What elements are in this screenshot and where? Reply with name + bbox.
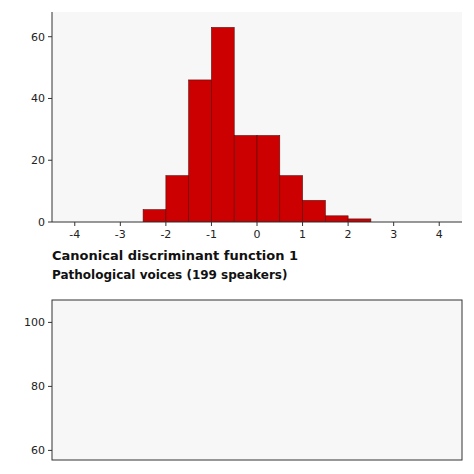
x-tick: [120, 222, 121, 226]
y-tick: [48, 98, 52, 99]
y-tick-label: 20: [31, 154, 45, 167]
y-tick: [48, 36, 52, 37]
x-tick-label: 2: [345, 228, 352, 241]
y-axis-line: [52, 12, 53, 222]
y-tick: [48, 160, 52, 161]
x-tick: [348, 222, 349, 226]
bar: [143, 210, 166, 222]
x-tick-label: 4: [436, 228, 443, 241]
bar: [257, 136, 280, 222]
bar: [166, 176, 189, 222]
x-tick: [74, 222, 75, 226]
chart: 0 20 40 60 -4 -3 -2 -1 0 1 2 3 4 Canonical discrimina…: [0, 0, 474, 474]
x-tick: [257, 222, 258, 226]
x-tick: [393, 222, 394, 226]
plot-frame: [52, 300, 462, 460]
y-tick: [48, 386, 52, 387]
y-tick-label: 80: [31, 380, 45, 393]
y-tick-label: 40: [31, 92, 45, 105]
x-tick-label: -4: [69, 228, 80, 241]
subtitle: Pathological voices (199 speakers): [52, 268, 287, 282]
y-tick-label: 60: [31, 31, 45, 44]
y-tick-label: 0: [38, 216, 45, 229]
bar: [325, 216, 348, 222]
x-axis-label: Canonical discriminant function 1: [52, 248, 298, 263]
bar: [189, 80, 212, 222]
panel: 0 20 40 60 -4 -3 -2 -1 0 1 2 3 4 Canonical discrimina…: [31, 12, 462, 282]
y-tick: [48, 222, 52, 223]
x-tick: [302, 222, 303, 226]
x-tick: [439, 222, 440, 226]
x-tick-label: 3: [390, 228, 397, 241]
panel: 60 80 100: [24, 300, 462, 460]
bars: [143, 27, 371, 222]
x-tick: [211, 222, 212, 226]
y-tick: [48, 450, 52, 451]
bar: [234, 136, 257, 222]
bar: [280, 176, 303, 222]
y-tick: [48, 322, 52, 323]
x-tick-label: -3: [115, 228, 126, 241]
x-tick: [165, 222, 166, 226]
x-tick-label: 0: [254, 228, 261, 241]
bar: [211, 27, 234, 222]
bar: [303, 200, 326, 222]
x-tick-label: -2: [160, 228, 171, 241]
plot-area: [52, 300, 462, 460]
x-tick-label: -1: [206, 228, 217, 241]
plot-area: [52, 12, 462, 222]
x-tick-label: 1: [299, 228, 306, 241]
y-tick-label: 60: [31, 444, 45, 457]
y-tick-label: 100: [24, 316, 45, 329]
